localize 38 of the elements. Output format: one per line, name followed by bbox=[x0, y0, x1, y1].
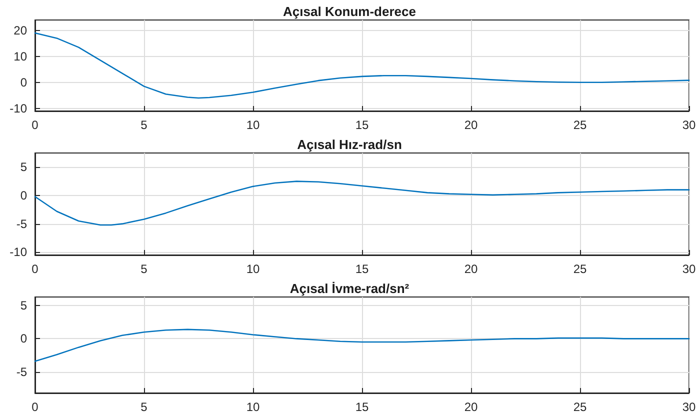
x-tick-label: 10 bbox=[246, 400, 260, 414]
line-series bbox=[34, 328, 690, 362]
y-tick-label: -10 bbox=[10, 101, 28, 116]
x-tick-label: 30 bbox=[682, 262, 696, 276]
x-tick-label: 5 bbox=[140, 118, 148, 132]
x-tick-label: 30 bbox=[682, 400, 696, 414]
y-tick-label: -5 bbox=[16, 216, 28, 231]
y-tick-label: 10 bbox=[14, 49, 28, 64]
chart-title: Açısal Konum-derece bbox=[283, 4, 416, 19]
x-tick-label: 5 bbox=[140, 400, 148, 414]
x-tick-label: 0 bbox=[32, 262, 39, 276]
x-tick-label: 25 bbox=[573, 262, 587, 276]
x-tick-label: 15 bbox=[355, 118, 369, 132]
x-tick-label: 20 bbox=[464, 118, 478, 132]
y-tick-label: 5 bbox=[20, 298, 28, 313]
x-tick-label: 20 bbox=[464, 262, 478, 276]
y-tick-label: 5 bbox=[20, 160, 28, 174]
x-tick-label: 5 bbox=[140, 262, 148, 276]
y-tick-label: 20 bbox=[14, 23, 28, 38]
line-series bbox=[34, 180, 690, 226]
x-tick-label: 0 bbox=[32, 118, 39, 132]
x-tick-label: 10 bbox=[246, 262, 260, 276]
x-tick-label: 30 bbox=[682, 118, 696, 132]
x-tick-label: 20 bbox=[464, 400, 478, 414]
x-tick-label: 10 bbox=[246, 118, 260, 132]
line-series bbox=[34, 32, 690, 99]
x-tick-label: 15 bbox=[355, 400, 369, 414]
x-tick-label: 0 bbox=[32, 400, 39, 414]
x-tick-label: 15 bbox=[355, 262, 369, 276]
y-tick-label: -5 bbox=[16, 364, 28, 379]
y-tick-label: 0 bbox=[20, 75, 28, 90]
y-tick-label: 0 bbox=[20, 332, 28, 346]
x-tick-label: 25 bbox=[573, 400, 587, 414]
chart-title: Açısal Hız-rad/sn bbox=[297, 137, 402, 152]
chart-title: Açısal İvme-rad/sn² bbox=[290, 281, 410, 296]
y-tick-label: 0 bbox=[20, 188, 28, 202]
y-tick-label: -10 bbox=[10, 245, 28, 260]
x-tick-label: 25 bbox=[573, 118, 587, 132]
